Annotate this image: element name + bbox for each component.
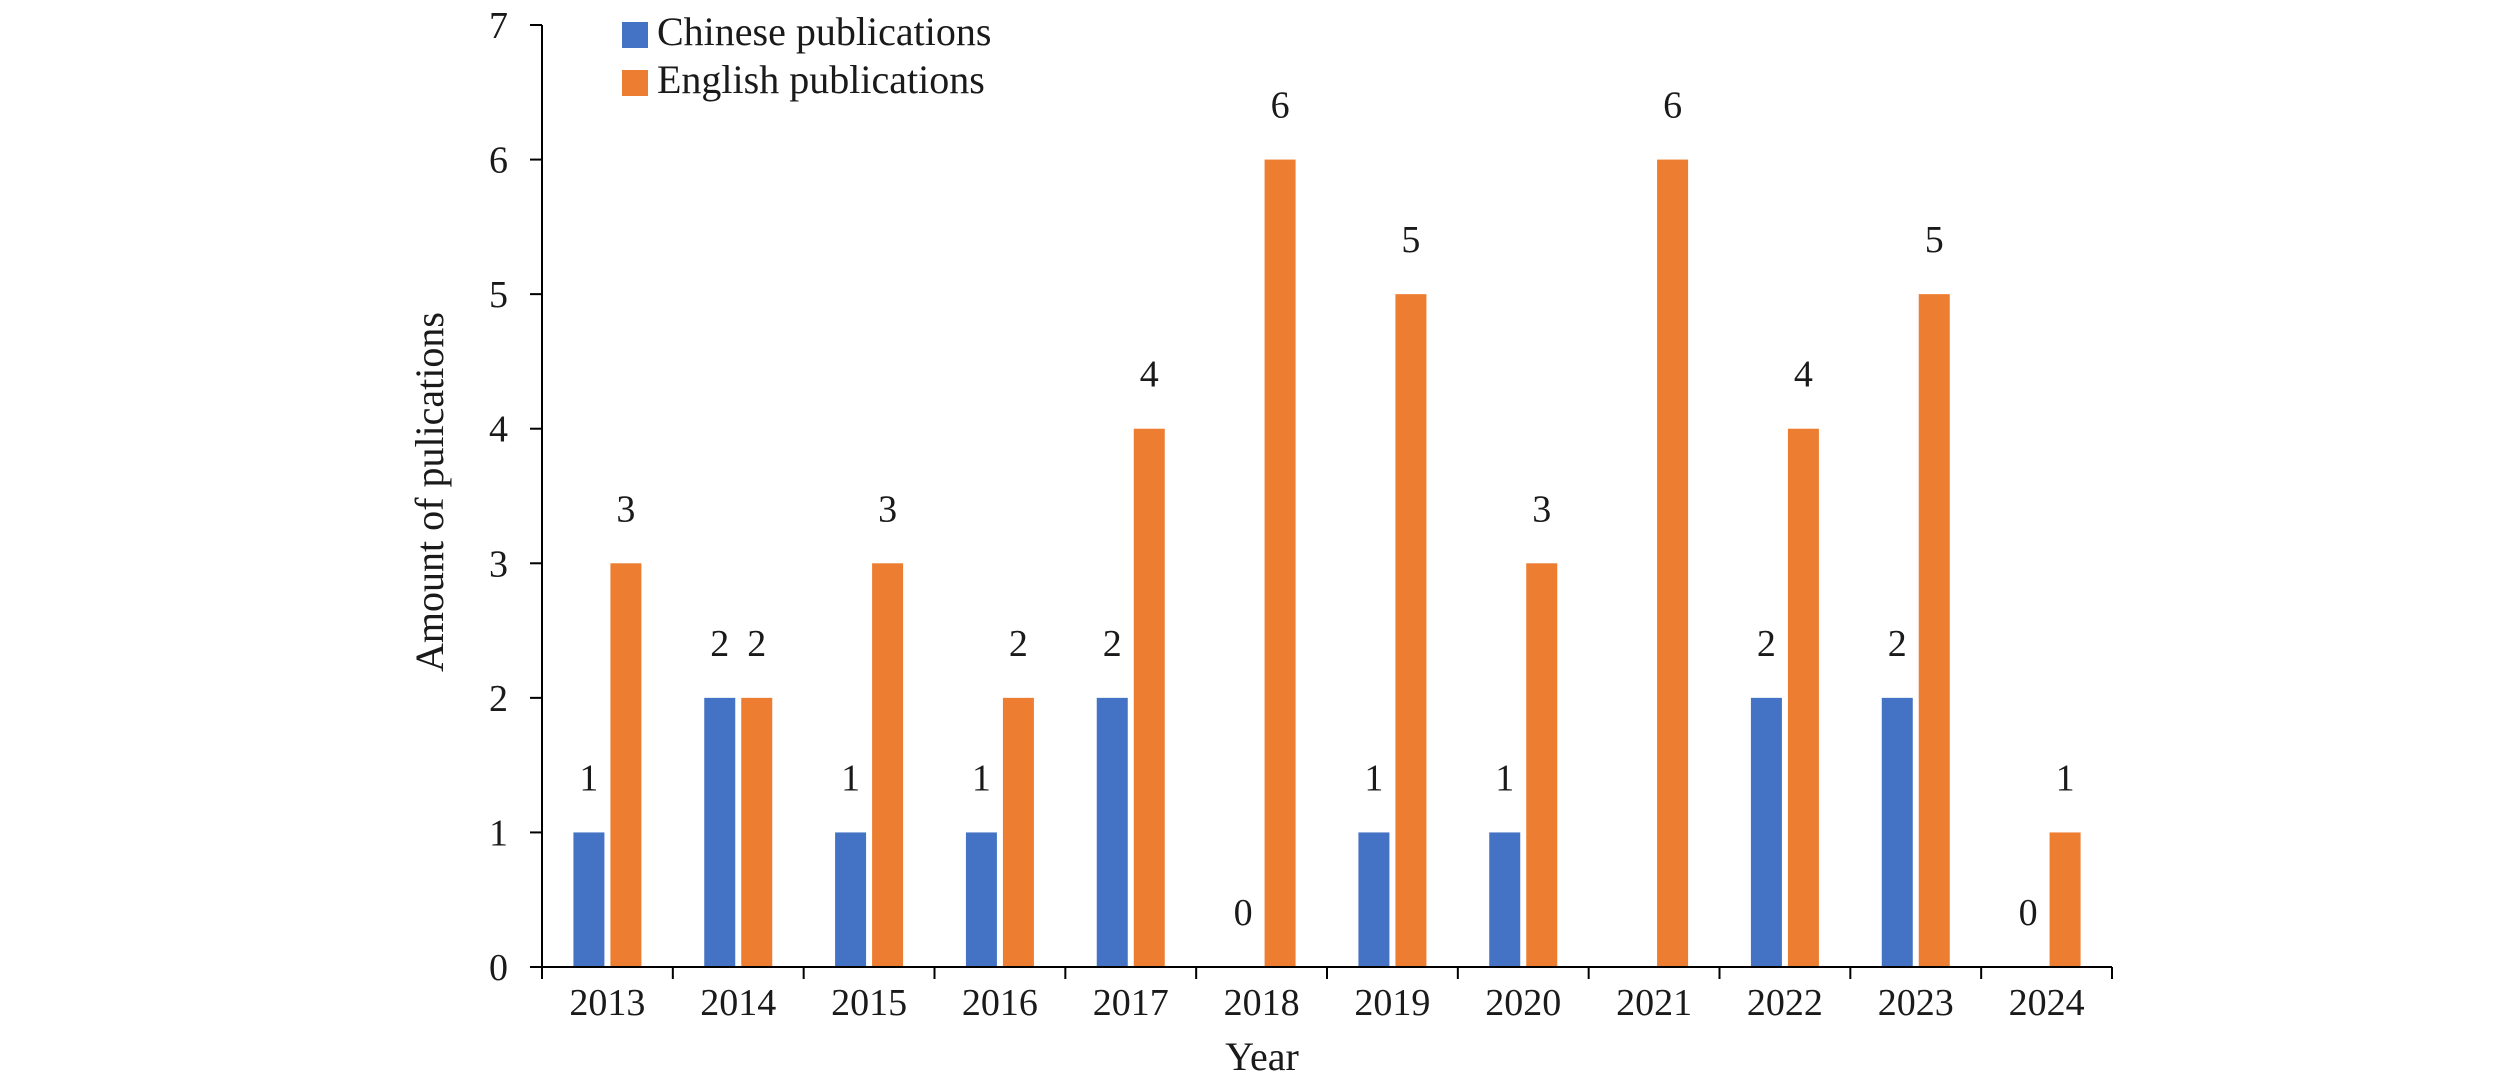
x-axis-title: Year <box>1225 1034 1299 1079</box>
y-tick-label-3: 3 <box>489 543 508 585</box>
data-label-english-2013: 3 <box>616 488 635 530</box>
data-label-english-2015: 3 <box>878 488 897 530</box>
data-label-chinese-2015: 1 <box>841 757 860 799</box>
x-ticks-layer: 2013 2014 2015 2016 2017 2018 2019 2020 2021 2022… <box>541 967 2113 1024</box>
bar-chinese-2015 <box>835 832 867 967</box>
data-label-chinese-2016: 1 <box>972 757 991 799</box>
data-label-chinese-2022: 2 <box>1757 623 1776 665</box>
x-tick-label-2020: 2020 <box>1485 982 1561 1024</box>
data-label-chinese-2019: 1 <box>1364 757 1383 799</box>
data-label-chinese-2020: 1 <box>1495 757 1514 799</box>
bar-chinese-2017 <box>1096 697 1128 967</box>
data-label-chinese-2018: 0 <box>1234 892 1253 934</box>
bar-chinese-2016 <box>965 832 997 967</box>
bar-english-2016 <box>1002 697 1034 967</box>
bar-english-2022 <box>1787 428 1819 967</box>
bar-english-2015 <box>872 563 904 967</box>
bar-english-2017 <box>1133 428 1165 967</box>
bar-chinese-2014 <box>704 697 736 967</box>
y-tick-label-5: 5 <box>489 274 508 316</box>
bar-english-2024 <box>2049 832 2081 967</box>
data-label-english-2022: 4 <box>1794 354 1813 396</box>
bar-chinese-2020 <box>1489 832 1521 967</box>
bar-english-2014 <box>741 697 773 967</box>
x-tick-label-2017: 2017 <box>1093 982 1169 1024</box>
data-label-english-2017: 4 <box>1140 354 1159 396</box>
bars-layer <box>573 159 2081 968</box>
y-tick-label-7: 7 <box>489 5 508 47</box>
data-label-chinese-2013: 1 <box>579 757 598 799</box>
x-tick-label-2016: 2016 <box>962 982 1038 1024</box>
data-label-chinese-2017: 2 <box>1103 623 1122 665</box>
y-tick-label-2: 2 <box>489 678 508 720</box>
x-tick-label-2024: 2024 <box>2009 982 2085 1024</box>
bar-english-2019 <box>1395 294 1427 968</box>
bar-chinese-2019 <box>1358 832 1390 967</box>
legend-label-english: English publications <box>657 57 985 102</box>
data-label-english-2018: 6 <box>1271 85 1290 127</box>
y-tick-label-1: 1 <box>489 812 508 854</box>
legend-label-chinese: Chinese publications <box>657 9 991 54</box>
data-label-english-2020: 3 <box>1532 488 1551 530</box>
bar-english-2013 <box>610 563 642 967</box>
y-axis-title: Amount of pulications <box>407 312 452 672</box>
x-tick-label-2022: 2022 <box>1747 982 1823 1024</box>
y-ticks-layer: 0 1 2 3 4 5 6 7 <box>489 5 542 989</box>
x-tick-label-2018: 2018 <box>1224 982 1300 1024</box>
legend-swatch-chinese <box>622 22 648 48</box>
bar-english-2020 <box>1526 563 1558 967</box>
x-tick-label-2015: 2015 <box>831 982 907 1024</box>
axes-layer <box>541 25 2112 968</box>
data-label-chinese-2014: 2 <box>710 623 729 665</box>
data-label-chinese-2024: 0 <box>2019 892 2038 934</box>
y-tick-label-0: 0 <box>489 947 508 989</box>
data-label-english-2024: 1 <box>2056 757 2075 799</box>
data-label-english-2021: 6 <box>1663 85 1682 127</box>
x-tick-label-2014: 2014 <box>700 982 776 1024</box>
bar-english-2021 <box>1657 159 1689 968</box>
bar-chinese-2023 <box>1881 697 1913 967</box>
x-tick-label-2013: 2013 <box>569 982 645 1024</box>
bar-english-2018 <box>1264 159 1296 968</box>
bar-english-2023 <box>1918 294 1950 968</box>
bar-chinese-2013 <box>573 832 605 967</box>
data-label-chinese-2023: 2 <box>1888 623 1907 665</box>
bar-chinese-2022 <box>1750 697 1782 967</box>
x-tick-label-2023: 2023 <box>1878 982 1954 1024</box>
data-label-english-2023: 5 <box>1925 219 1944 261</box>
y-tick-label-6: 6 <box>489 140 508 182</box>
y-tick-label-4: 4 <box>489 409 508 451</box>
legend-swatch-english <box>622 70 648 96</box>
data-label-english-2019: 5 <box>1401 219 1420 261</box>
x-tick-label-2021: 2021 <box>1616 982 1692 1024</box>
data-label-english-2014: 2 <box>747 623 766 665</box>
data-label-english-2016: 2 <box>1009 623 1028 665</box>
x-tick-label-2019: 2019 <box>1354 982 1430 1024</box>
